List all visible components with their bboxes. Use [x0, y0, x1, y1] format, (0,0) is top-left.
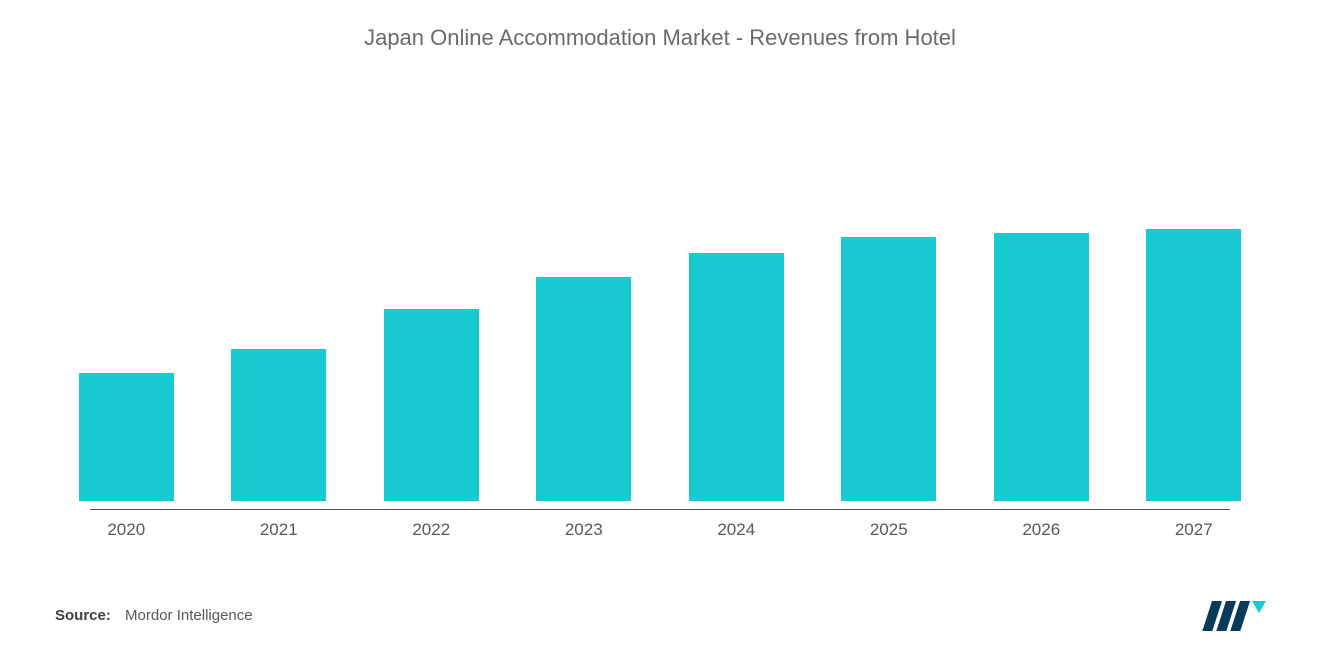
- bar-group: [1118, 101, 1271, 501]
- x-axis-label: 2021: [203, 520, 356, 540]
- bar-group: [660, 101, 813, 501]
- bar-group: [813, 101, 966, 501]
- bar-group: [203, 101, 356, 501]
- chart-container: Japan Online Accommodation Market - Reve…: [0, 0, 1320, 665]
- source-attribution: Source: Mordor Intelligence: [55, 607, 253, 624]
- bar: [536, 277, 631, 501]
- x-axis-labels: 20202021202220232024202520262027: [40, 510, 1280, 540]
- bar: [994, 233, 1089, 501]
- x-axis-label: 2026: [965, 520, 1118, 540]
- bar: [1146, 229, 1241, 501]
- x-axis-label: 2027: [1118, 520, 1271, 540]
- bar: [79, 373, 174, 501]
- bar-group: [508, 101, 661, 501]
- bar: [689, 253, 784, 501]
- bar: [231, 349, 326, 501]
- bar-group: [965, 101, 1118, 501]
- x-axis-label: 2023: [508, 520, 661, 540]
- x-axis-label: 2024: [660, 520, 813, 540]
- bar-group: [50, 101, 203, 501]
- chart-title: Japan Online Accommodation Market - Reve…: [40, 25, 1280, 51]
- x-axis-label: 2022: [355, 520, 508, 540]
- brand-logo-icon: [1200, 595, 1270, 635]
- bar: [384, 309, 479, 501]
- source-label: Source:: [55, 607, 111, 624]
- chart-footer: Source: Mordor Intelligence: [40, 595, 1280, 635]
- x-axis-label: 2025: [813, 520, 966, 540]
- x-axis-label: 2020: [50, 520, 203, 540]
- bar: [841, 237, 936, 501]
- source-value: Mordor Intelligence: [125, 607, 253, 624]
- bar-group: [355, 101, 508, 501]
- plot-area: [40, 101, 1280, 501]
